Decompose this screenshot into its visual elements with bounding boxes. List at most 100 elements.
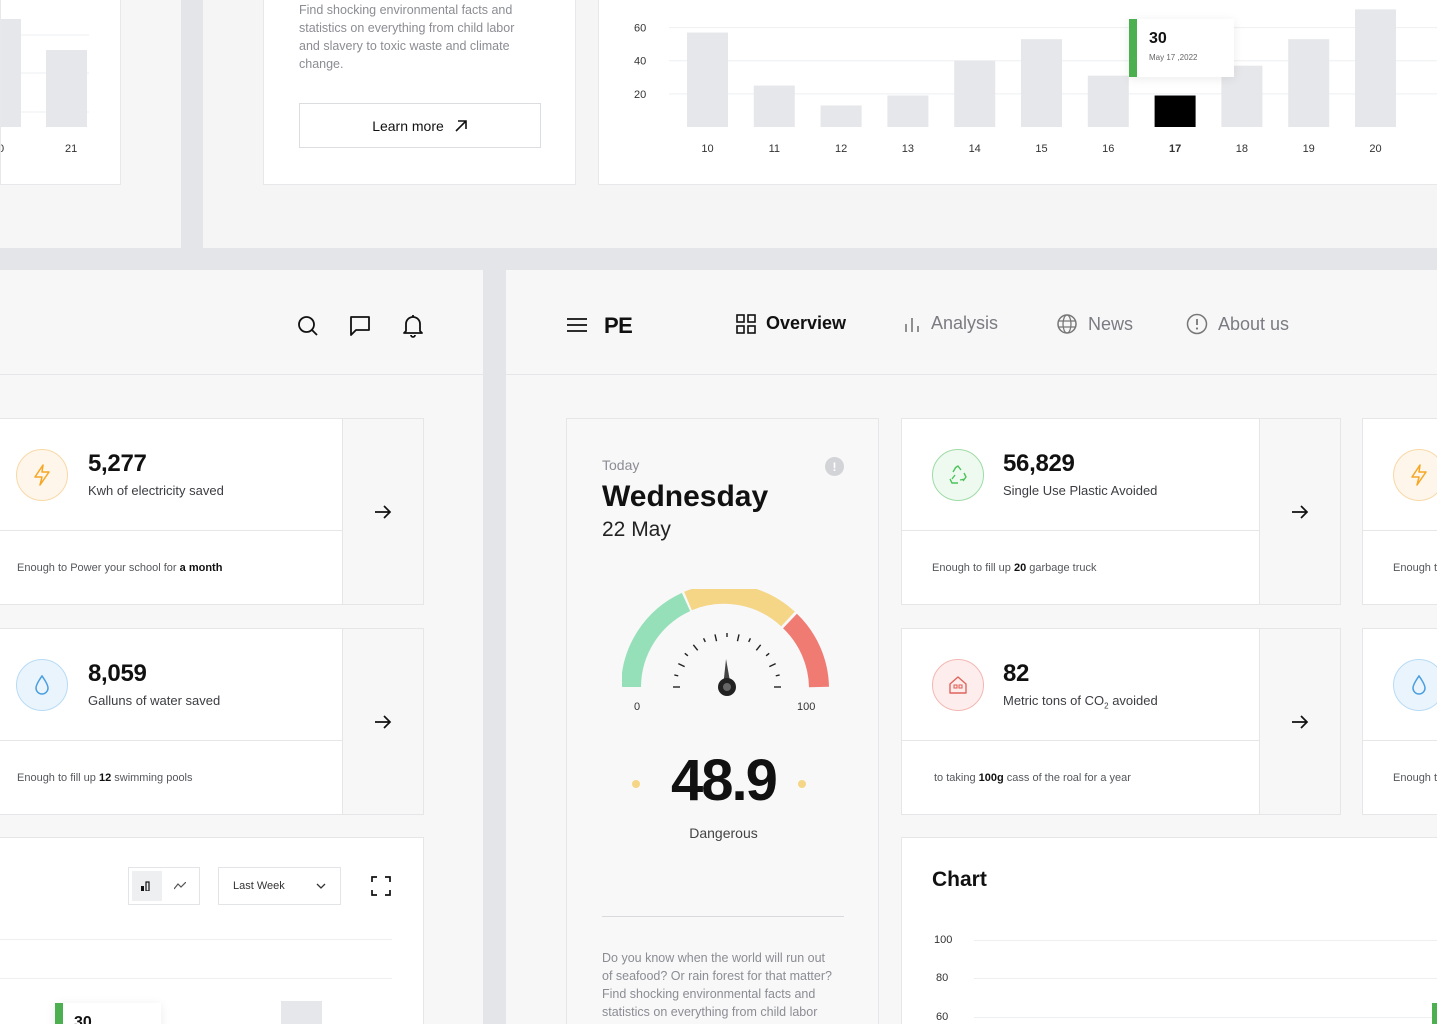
chart-bar[interactable] (281, 1001, 322, 1024)
info-icon (1186, 313, 1208, 335)
gauge-tick (748, 638, 752, 643)
stat-label: Kwh of electricity saved (88, 483, 224, 498)
divider (602, 916, 844, 917)
search-icon[interactable] (297, 315, 319, 337)
bell-icon[interactable] (402, 314, 424, 338)
footnote-text: cass of the roal for a year (1003, 772, 1131, 784)
mini-bar-left[interactable] (1, 19, 21, 127)
y-tick-label: 80 (936, 972, 949, 984)
today-label: Today (602, 457, 640, 473)
arrow-up-right-icon (454, 119, 468, 133)
x-tick-label: 14 (969, 143, 981, 155)
tooltip-accent (1129, 19, 1137, 77)
info-card: Find shocking environmental facts and st… (263, 0, 576, 185)
stat-footnote: Enough to fill up 20 garbage truck (932, 562, 1097, 574)
lightning-icon (1393, 449, 1437, 501)
stat-open-button[interactable] (342, 629, 423, 814)
stat-open-button[interactable] (342, 419, 423, 604)
footnote-bold: 12 (98, 772, 112, 784)
line-chart-toggle[interactable] (165, 871, 195, 901)
dot-decoration (632, 780, 640, 788)
x-tick-label: 11 (769, 143, 780, 155)
blurb-line: Do you know when the world will run out (602, 951, 826, 965)
chart-bar-13[interactable] (887, 95, 929, 127)
arrow-right-icon (375, 714, 392, 729)
info-line: and slavery to toxic waste and climate (299, 39, 510, 53)
today-card: Today ! Wednesday 22 May 0 100 48.9 Dang… (566, 418, 879, 1024)
mini-bar-21[interactable] (46, 50, 87, 127)
globe-icon (1057, 314, 1077, 334)
footnote-bold: a month (179, 562, 223, 574)
mini-tick-left: 0 (1, 143, 4, 155)
gauge-tick (692, 644, 699, 651)
nav-analysis[interactable]: Analysis (903, 313, 998, 334)
gauge-segment-yellow (684, 589, 795, 627)
info-icon[interactable]: ! (825, 457, 844, 476)
chart-bar-19[interactable] (1288, 39, 1330, 127)
stat-label: Metric tons of CO2 avoided (1003, 693, 1158, 711)
arrow-right-icon (1292, 504, 1309, 519)
y-tick-label: 20 (634, 89, 646, 101)
chart-bar-20[interactable] (1355, 9, 1396, 127)
hamburger-menu-icon[interactable] (567, 318, 587, 332)
stat-card-edge: Enough t (1362, 628, 1437, 815)
x-tick-label: 17 (1169, 143, 1181, 155)
main-topbar: PE Overview Analysis News About us (506, 270, 1437, 375)
tooltip-date: May 17 ,2022 (1149, 53, 1198, 62)
chart-bar-15[interactable] (1021, 39, 1062, 127)
fullscreen-icon[interactable] (371, 876, 391, 896)
tooltip-accent (1432, 1003, 1437, 1024)
learn-more-button[interactable]: Learn more (299, 103, 541, 148)
date-text: 22 May (602, 518, 671, 541)
stat-footnote: Enough t (1393, 772, 1437, 784)
dot-decoration (798, 780, 806, 788)
stat-footnote: to taking 100g cass of the roal for a ye… (934, 772, 1131, 784)
nav-news[interactable]: News (1056, 313, 1133, 335)
bar-chart: 20 40 60 10 11 12 13 14 15 16 17 18 19 20 (634, 9, 1437, 155)
y-tick-label: 60 (936, 1011, 949, 1023)
footnote-text: garbage truck (1026, 562, 1097, 574)
brand-logo[interactable]: PE (604, 313, 633, 338)
stat-open-button[interactable] (1259, 419, 1340, 604)
x-tick-label: 16 (1102, 143, 1114, 155)
x-tick-label: 15 (1035, 143, 1047, 155)
period-select[interactable]: Last Week (218, 867, 341, 905)
chart-bar-14[interactable] (954, 60, 996, 127)
bar-chart-toggle[interactable] (132, 871, 162, 901)
main-dashboard-panel: PE Overview Analysis News About us Today… (506, 270, 1437, 1024)
chart-bar-11[interactable] (753, 85, 795, 127)
gauge-tick (714, 634, 718, 642)
nav-overview[interactable]: Overview (736, 313, 846, 334)
stat-open-button[interactable] (1259, 629, 1340, 814)
chevron-down-icon (316, 883, 326, 889)
chat-icon[interactable] (349, 315, 371, 337)
y-tick-label: 40 (634, 56, 646, 68)
x-tick-label: 18 (1236, 143, 1248, 155)
nav-about-us[interactable]: About us (1186, 313, 1289, 335)
stat-card-electricity: 5,277 Kwh of electricity saved Enough to… (0, 418, 424, 605)
stat-divider (902, 530, 1261, 531)
x-tick-label: 13 (902, 143, 914, 155)
gauge: 0 100 (622, 589, 829, 713)
water-drop-icon (1393, 659, 1437, 711)
gauge-tick (769, 662, 776, 668)
gauge-tick (674, 674, 679, 677)
chart-bar-16[interactable] (1087, 75, 1129, 127)
gauge-segment-green (622, 592, 691, 688)
stat-value: 5,277 (88, 450, 147, 477)
gauge-tick (775, 674, 780, 677)
chart-title: Chart (932, 868, 987, 891)
chart-bar-10[interactable] (687, 32, 728, 127)
house-icon (932, 659, 984, 711)
stat-footnote: Enough t (1393, 562, 1437, 574)
grid-line (0, 978, 392, 979)
label-text: Metric tons of CO (1003, 693, 1105, 708)
footnote-text: to taking (934, 772, 979, 784)
chart-bar-17[interactable] (1154, 95, 1196, 127)
info-line: Find shocking environmental facts and (299, 3, 513, 17)
gauge-tick (684, 652, 689, 657)
chart-bar-12[interactable] (820, 105, 862, 127)
gauge-tick (736, 634, 740, 642)
footnote-bold: 20 (1013, 562, 1027, 574)
stat-card-edge: Enough t (1362, 418, 1437, 605)
